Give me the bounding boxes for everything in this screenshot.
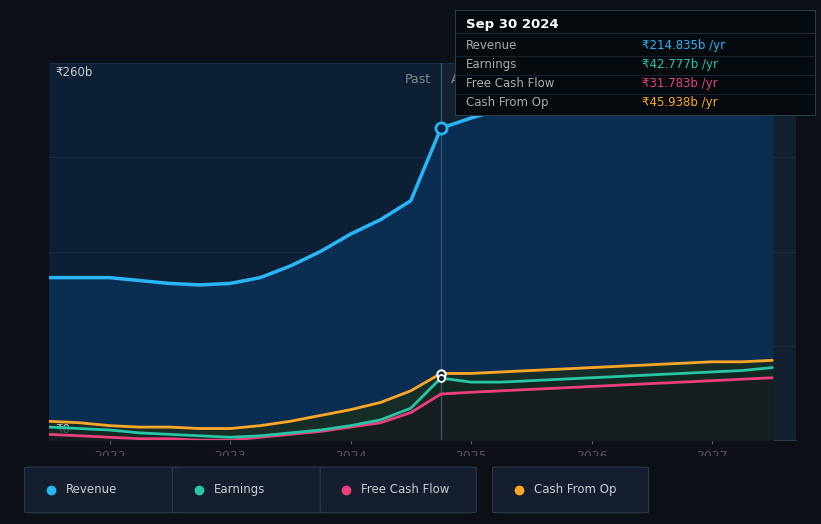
Text: Earnings: Earnings	[213, 484, 265, 496]
Text: ₹0: ₹0	[55, 423, 70, 436]
Text: ₹260b: ₹260b	[55, 66, 93, 79]
FancyBboxPatch shape	[320, 467, 476, 513]
Text: Free Cash Flow: Free Cash Flow	[466, 77, 554, 90]
Text: Sep 30 2024: Sep 30 2024	[466, 18, 558, 31]
Text: Analysts Forecasts: Analysts Forecasts	[451, 73, 567, 86]
Text: Revenue: Revenue	[66, 484, 117, 496]
Text: Free Cash Flow: Free Cash Flow	[361, 484, 450, 496]
FancyBboxPatch shape	[493, 467, 649, 513]
Bar	[49, 63, 441, 440]
Text: Earnings: Earnings	[466, 58, 517, 71]
Text: ₹31.783b /yr: ₹31.783b /yr	[642, 77, 718, 90]
Text: Past: Past	[405, 73, 431, 86]
Bar	[441, 63, 796, 440]
Text: Cash From Op: Cash From Op	[534, 484, 616, 496]
FancyBboxPatch shape	[25, 467, 181, 513]
Text: ₹42.777b /yr: ₹42.777b /yr	[642, 58, 718, 71]
Text: Revenue: Revenue	[466, 39, 517, 52]
Text: ₹45.938b /yr: ₹45.938b /yr	[642, 96, 718, 109]
FancyBboxPatch shape	[172, 467, 328, 513]
Text: ₹214.835b /yr: ₹214.835b /yr	[642, 39, 725, 52]
Text: Cash From Op: Cash From Op	[466, 96, 548, 109]
